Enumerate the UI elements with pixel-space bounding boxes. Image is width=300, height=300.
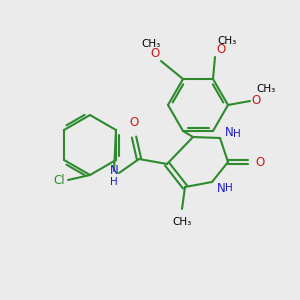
Text: O: O <box>251 94 260 106</box>
Text: N: N <box>225 127 233 140</box>
Text: CH₃: CH₃ <box>256 84 276 94</box>
Text: O: O <box>255 155 264 169</box>
Text: N: N <box>217 182 225 194</box>
Text: O: O <box>216 43 225 56</box>
Text: N: N <box>110 164 118 178</box>
Text: CH₃: CH₃ <box>218 36 237 46</box>
Text: H: H <box>225 183 233 193</box>
Text: O: O <box>151 47 160 60</box>
Text: H: H <box>110 177 118 187</box>
Text: H: H <box>233 129 241 139</box>
Text: Cl: Cl <box>53 175 65 188</box>
Text: CH₃: CH₃ <box>172 217 192 227</box>
Text: O: O <box>129 116 139 129</box>
Text: CH₃: CH₃ <box>141 39 160 49</box>
